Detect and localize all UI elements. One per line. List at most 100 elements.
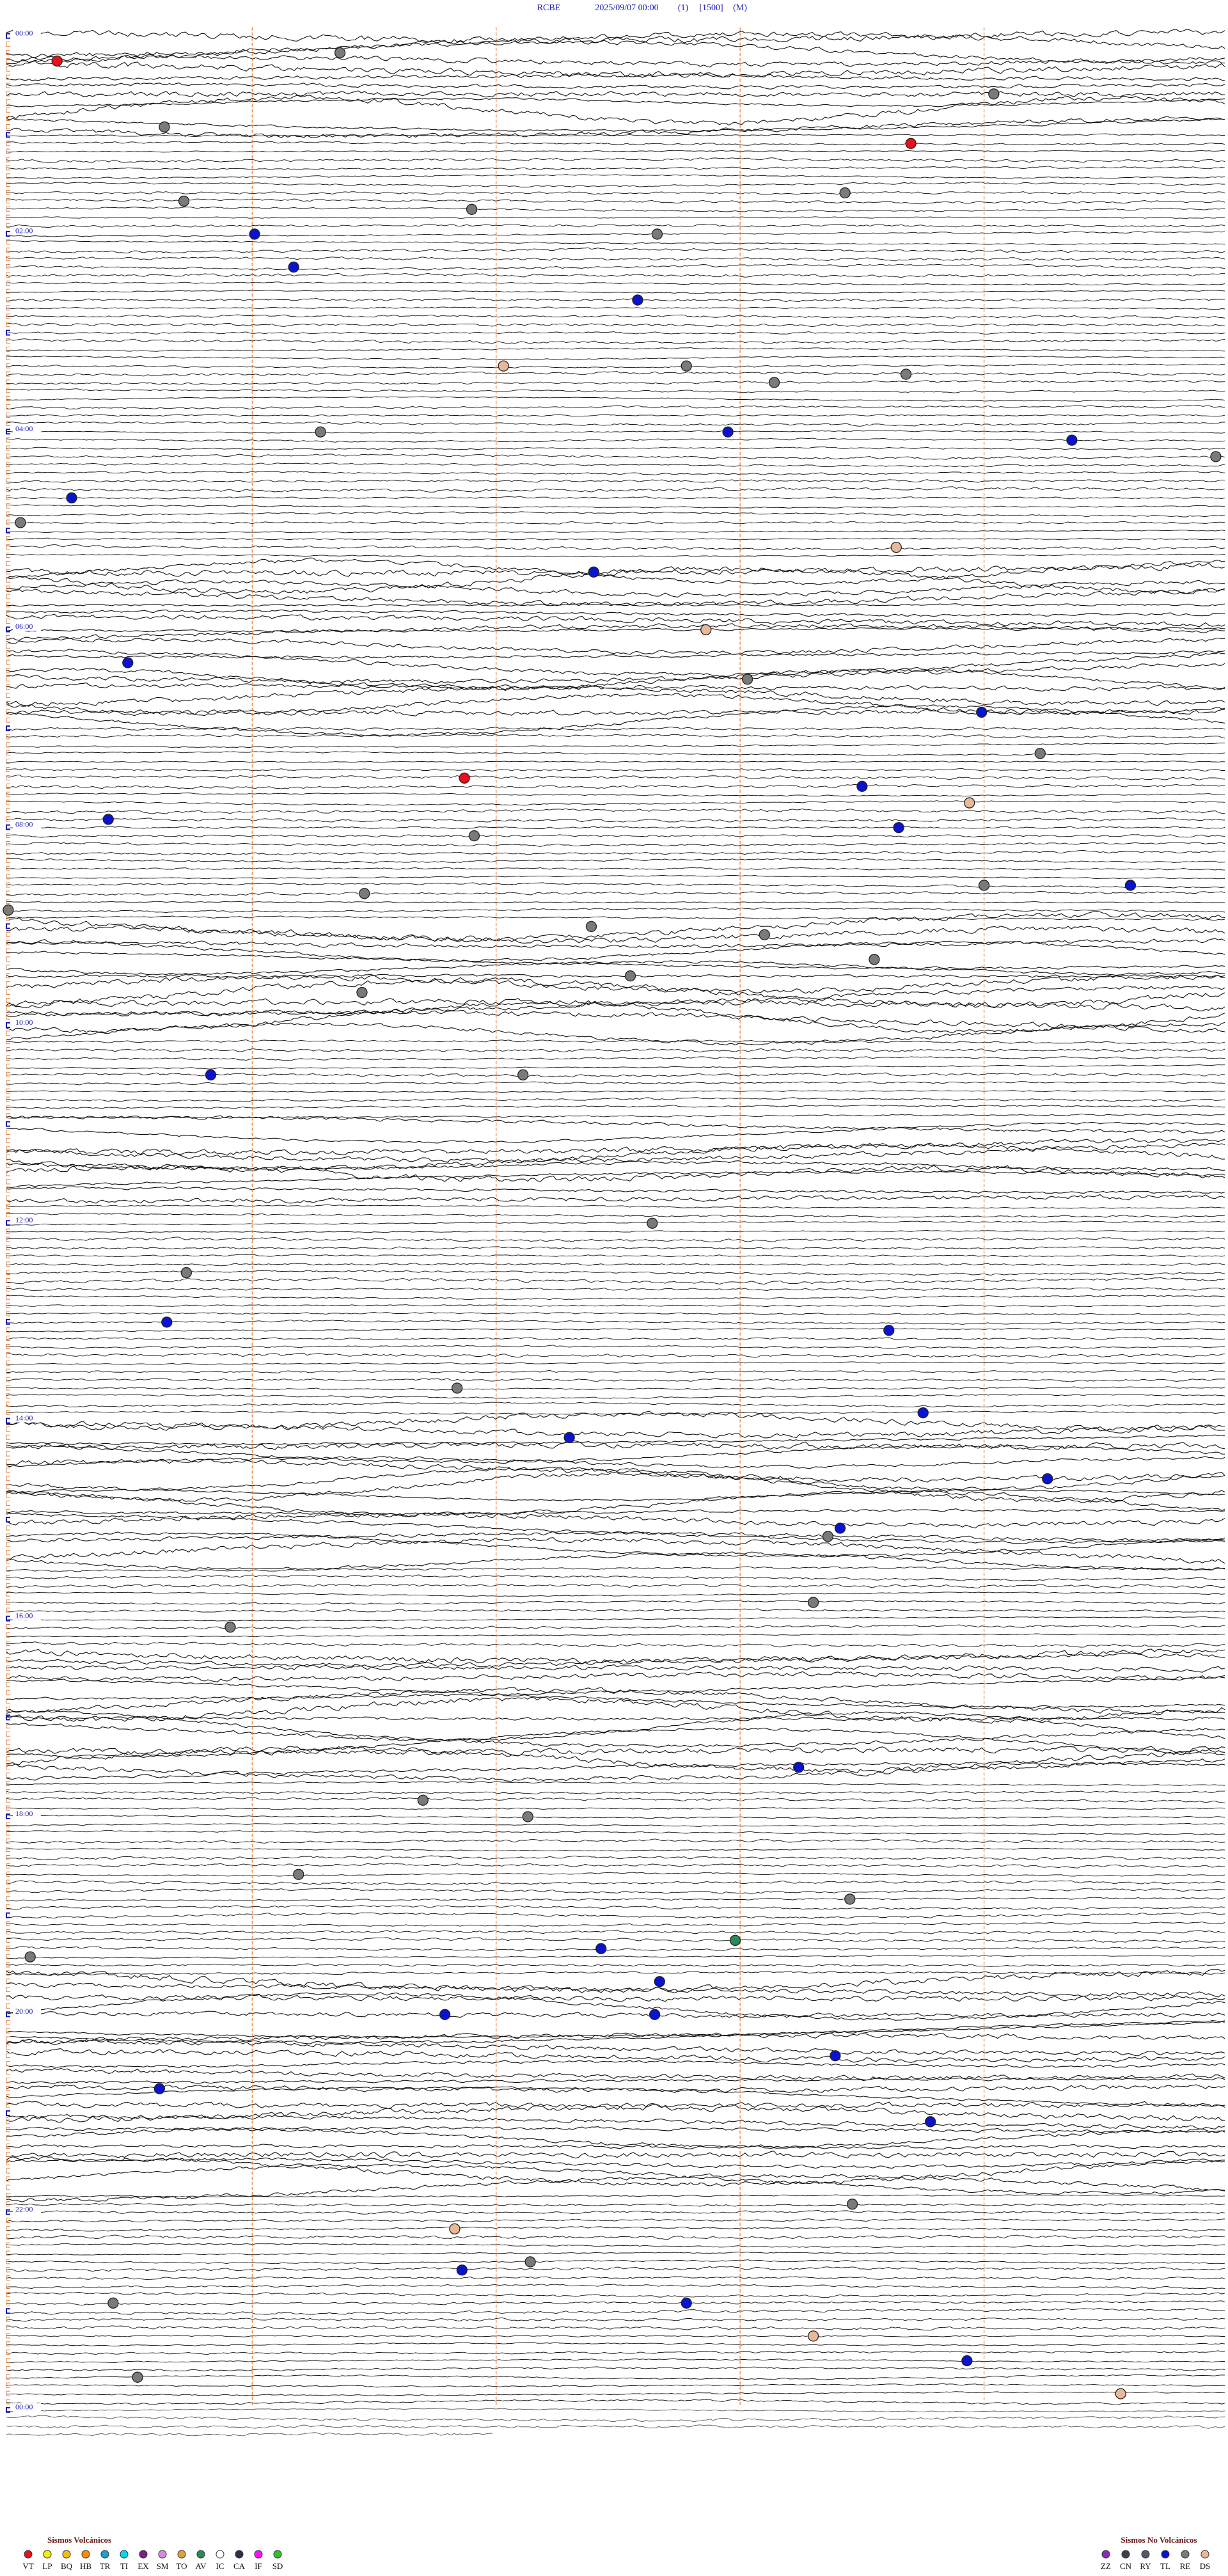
trace [6,1912,1225,1919]
row-marker [6,1096,10,1102]
trace [6,1277,1225,1285]
row-marker [6,107,10,113]
trace [6,264,1225,271]
row-marker [6,1789,10,1794]
row-marker [6,1130,10,1135]
row-marker [6,1847,10,1853]
row-marker [6,420,10,426]
trace [6,1872,1225,1877]
trace [6,2144,1225,2150]
row-marker [6,1599,10,1605]
trace [6,54,1225,68]
row-marker [6,165,10,171]
legend-code: CA [233,2561,246,2571]
trace [6,1386,1225,1391]
trace [6,2317,1225,2322]
row-marker [6,2061,10,2067]
hour-label-bg [13,226,41,235]
legend-swatch [24,2550,33,2559]
trace [6,2307,1225,2315]
trace [6,684,1225,707]
row-marker [6,396,10,402]
trace [6,761,1225,763]
trace [6,858,1225,864]
row-marker [6,1277,10,1283]
row-marker [6,931,10,937]
row-marker [6,99,10,105]
event [839,187,851,199]
row-marker [6,272,10,278]
trace [6,1710,1225,1742]
row-marker [6,1121,10,1127]
event [468,830,480,842]
row-marker [6,1962,10,1968]
legend-swatch [120,2550,129,2559]
row-marker [6,1921,10,1927]
legend-code: AV [195,2561,207,2571]
event [647,1217,658,1229]
trace [6,1115,1225,1134]
event [681,2297,692,2309]
trace [6,2335,1225,2337]
row-marker [6,1055,10,1061]
trace [6,1761,1225,1781]
row-marker [6,1542,10,1547]
event [830,2050,841,2062]
trace [6,2408,1225,2413]
row-marker [6,1797,10,1803]
trace [6,1444,1225,1464]
trace [6,1807,1225,1810]
row-marker [6,478,10,484]
trace [6,1137,1225,1156]
trace [6,874,1225,880]
trace [6,1205,1225,1209]
trace [6,2359,1225,2363]
event [205,1069,217,1080]
trace [6,2399,1225,2405]
event [654,1976,665,1987]
row-marker [6,305,10,311]
hour-label-bg [13,2007,41,2016]
trace [6,1971,1225,1976]
row-marker [6,74,10,80]
row-marker [6,602,10,608]
trace [6,2086,1225,2107]
event [729,1934,741,1946]
legend-code: CN [1120,2561,1132,2571]
row-marker [6,1773,10,1778]
row-marker [6,140,10,146]
row-marker [6,2234,10,2240]
row-marker [6,569,10,574]
event [180,1267,192,1279]
trace [6,182,1225,187]
trace [6,915,1225,921]
row-marker [6,882,10,888]
row-marker [6,767,10,773]
trace [6,1048,1225,1053]
row-marker [6,1690,10,1696]
legend-code: VT [22,2561,33,2571]
hour-label-bg [13,425,41,434]
hour-label: 08:00 [15,819,33,828]
trace [6,1781,1225,1786]
row-marker [6,2333,10,2339]
trace [6,347,1225,352]
row-marker [6,83,10,88]
row-marker [6,1022,10,1029]
row-marker [6,676,10,682]
row-marker [6,1648,10,1654]
trace [6,2032,1225,2044]
row-marker [6,594,10,599]
trace [6,668,1225,690]
trace [6,1186,1225,1194]
trace [6,231,1225,237]
event [154,2083,166,2094]
legend-swatch [1181,2550,1190,2559]
legend-code: RY [1140,2561,1151,2571]
trace [6,1847,1225,1852]
trace [6,751,1225,756]
legend-code: LP [42,2561,52,2571]
row-marker [6,1402,10,1407]
legend-swatch [196,2550,205,2559]
event [159,121,170,133]
